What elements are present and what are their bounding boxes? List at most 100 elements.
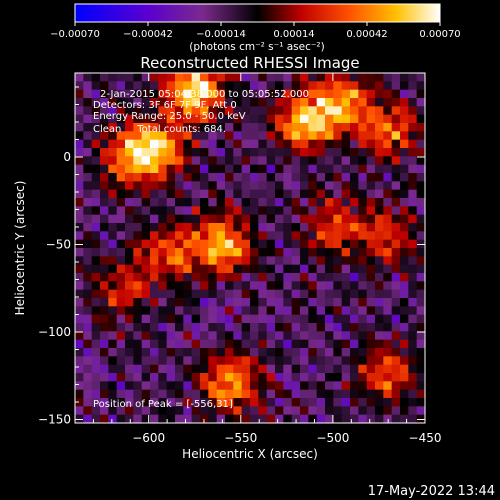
heatmap-cell [325,148,334,157]
heatmap-cell [258,339,268,349]
heatmap-cell [233,173,243,182]
heatmap-cell [308,231,318,241]
heatmap-cell [91,406,101,416]
heatmap-cell [125,273,134,282]
heatmap-cell [291,273,301,282]
heatmap-cell [283,223,293,232]
heatmap-cell [383,173,393,182]
heatmap-cell [208,81,218,91]
heatmap-cell [275,206,284,216]
heatmap-cell [191,264,201,274]
heatmap-cell [400,231,409,241]
heatmap-cell [91,248,101,257]
heatmap-cell [191,356,201,366]
heatmap-cell [208,273,218,282]
heatmap-cell [266,398,276,407]
heatmap-cell [316,373,326,382]
heatmap-cell [133,306,143,316]
heatmap-cell [400,189,409,199]
heatmap-cell [250,123,259,132]
heatmap-cell [408,181,418,191]
heatmap-cell [158,131,168,141]
heatmap-cell [333,373,343,382]
heatmap-cell [125,206,134,216]
heatmap-cell [300,273,309,282]
heatmap-cell [291,181,301,191]
heatmap-cell [383,98,393,107]
heatmap-cell [241,256,251,266]
heatmap-cell [275,314,284,324]
heatmap-cell [316,106,326,116]
heatmap-cell [350,289,359,299]
heatmap-cell [125,131,134,141]
heatmap-cell [108,81,118,91]
heatmap-cell [91,73,101,82]
heatmap-cell [400,114,409,124]
heatmap-cell [191,248,201,257]
heatmap-cell [125,231,134,241]
heatmap-cell [341,356,351,366]
heatmap-cell [233,239,243,249]
heatmap-cell [191,306,201,316]
heatmap-cell [400,339,409,349]
heatmap-cell [200,373,209,382]
heatmap-cell [325,214,334,224]
heatmap-cell [141,139,151,149]
heatmap-cell [83,314,93,324]
heatmap-cell [150,98,159,107]
heatmap-cell [150,264,159,274]
heatmap-cell [400,273,409,282]
heatmap-cell [100,389,109,399]
heatmap-cell [75,314,84,324]
heatmap-cell [333,323,343,332]
heatmap-cell [333,206,343,216]
heatmap-cell [225,339,234,349]
heatmap-cell [208,381,218,391]
heatmap-cell [125,98,134,107]
heatmap-cell [258,323,268,332]
heatmap-cell [325,356,334,366]
heatmap-cell [308,139,318,149]
heatmap-cell [308,348,318,357]
heatmap-cell [183,381,193,391]
heatmap-cell [391,314,401,324]
heatmap-cell [375,156,384,166]
heatmap-cell [333,173,343,182]
heatmap-cell [275,339,284,349]
heatmap-cell [200,139,209,149]
heatmap-cell [291,81,301,91]
heatmap-cell [383,198,393,207]
colorbar-tick-label: 0.00042 [346,29,387,40]
heatmap-cell [341,406,351,416]
heatmap-cell [266,356,276,366]
heatmap-cell [358,214,368,224]
heatmap-cell [350,214,359,224]
heatmap-cell [208,181,218,191]
heatmap-cell [100,356,109,366]
heatmap-cell [233,339,243,349]
heatmap-cell [400,364,409,374]
heatmap-cell [350,389,359,399]
heatmap-cell [225,398,234,407]
heatmap-cell [200,331,209,341]
heatmap-cell [166,181,176,191]
heatmap-cell [200,248,209,257]
heatmap-cell [333,164,343,174]
heatmap-cell [141,223,151,232]
heatmap-cell [191,114,201,124]
heatmap-cell [125,381,134,391]
heatmap-cell [83,398,93,407]
heatmap-cell [166,306,176,316]
heatmap-cell [191,148,201,157]
heatmap-cell [391,339,401,349]
heatmap-cell [91,281,101,291]
heatmap-cell [283,139,293,149]
heatmap-cell [200,356,209,366]
heatmap-cell [400,314,409,324]
heatmap-cell [116,148,126,157]
heatmap-cell [200,181,209,191]
heatmap-cell [366,298,376,307]
heatmap-cell [400,148,409,157]
heatmap-cell [358,289,368,299]
heatmap-cell [75,181,84,191]
